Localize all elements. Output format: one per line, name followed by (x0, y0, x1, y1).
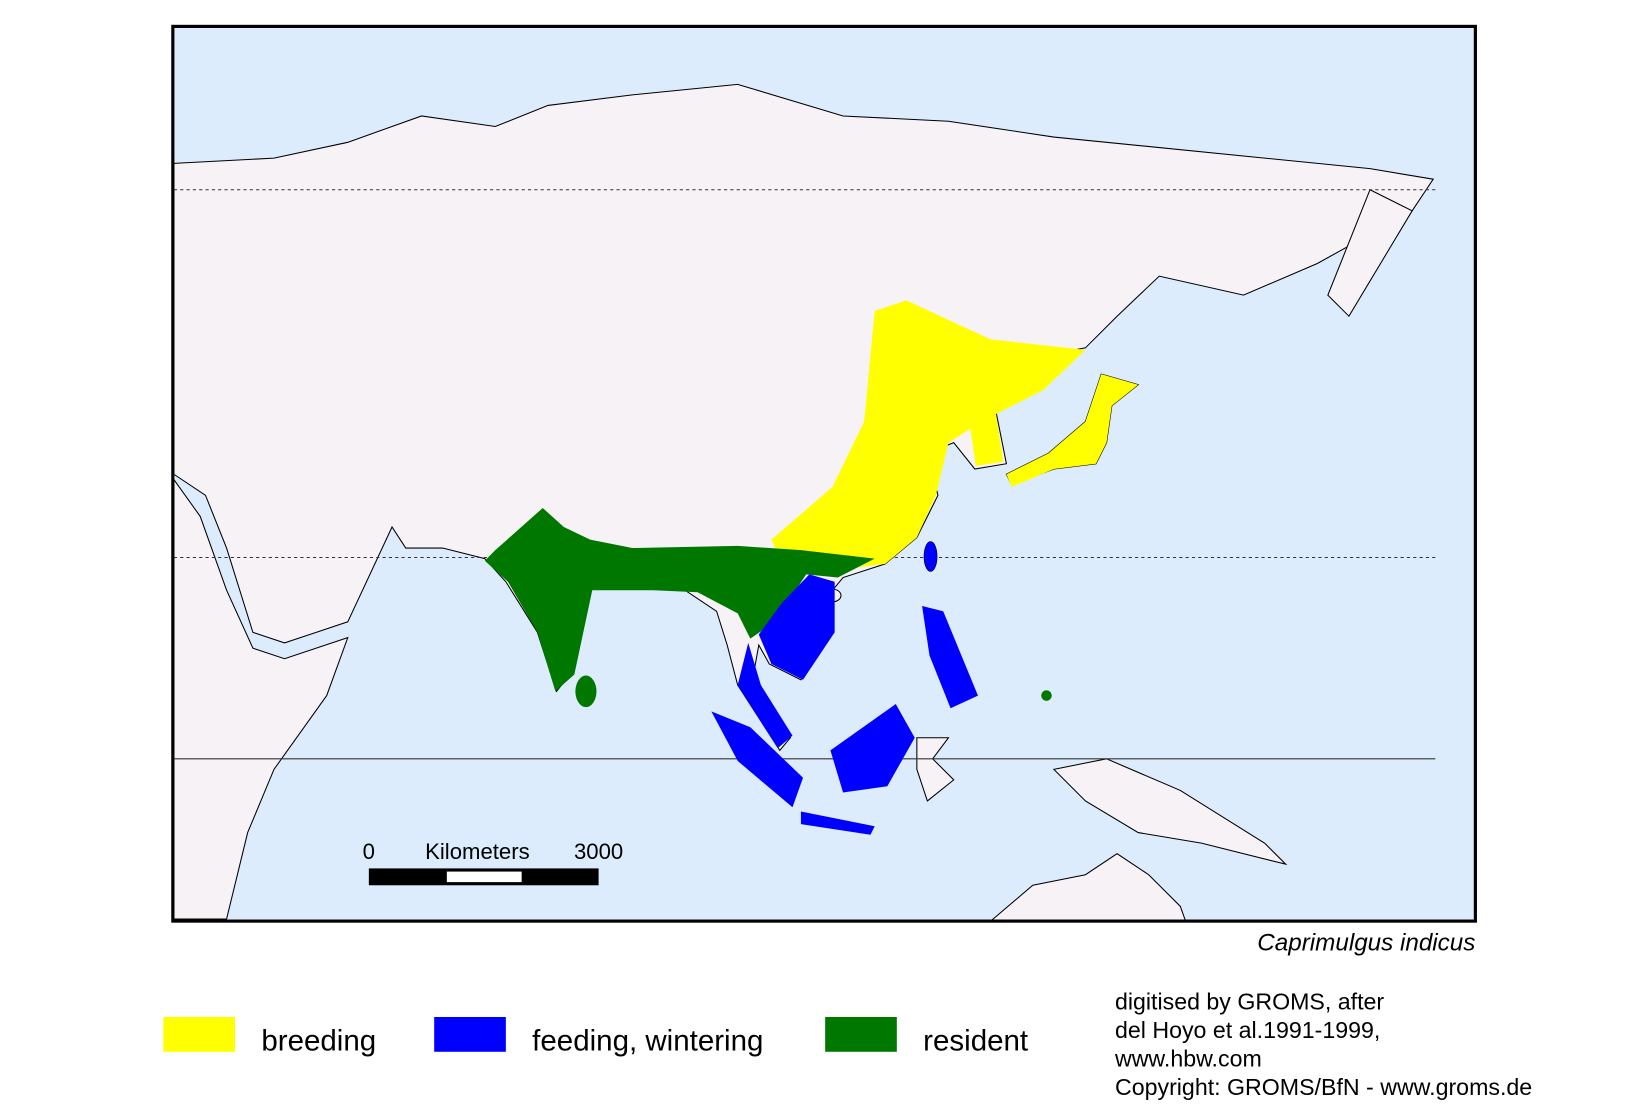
map-frame: 0 Kilometers 3000 (171, 24, 1477, 923)
legend-label: breeding (261, 1025, 376, 1058)
range-area (1006, 374, 1139, 487)
range-breeding (771, 300, 1139, 570)
scale-unit: Kilometers (425, 839, 530, 864)
range-area (1041, 690, 1052, 701)
credit-line: www.hbw.com (1114, 1046, 1262, 1072)
range-area (484, 507, 875, 692)
range-area (758, 574, 835, 680)
range-area (924, 541, 937, 572)
land (173, 477, 349, 920)
land (1052, 758, 1288, 866)
scale-end: 3000 (574, 839, 623, 864)
range-area (830, 704, 915, 793)
credit-line: del Hoyo et al.1991-1999, (1115, 1017, 1380, 1043)
range-area (737, 642, 793, 749)
legend-label: feeding, wintering (532, 1025, 763, 1058)
range-feeding-wintering (711, 541, 978, 835)
range-area (711, 711, 804, 808)
legend-swatch (434, 1017, 506, 1052)
range-area (922, 606, 978, 709)
range-area (800, 811, 875, 835)
land (916, 737, 955, 802)
range-area (969, 413, 1004, 466)
legend-swatch (163, 1017, 236, 1052)
land (989, 853, 1187, 922)
legend-label: resident (923, 1025, 1028, 1058)
frame (171, 24, 1477, 923)
range-resident (484, 507, 1052, 708)
credit-line: Copyright: GROMS/BfN - www.groms.de (1115, 1074, 1532, 1100)
land (1327, 189, 1413, 318)
scale-start: 0 (363, 839, 375, 864)
range-area (771, 300, 1086, 570)
scale-bar: 0 Kilometers 3000 (363, 839, 623, 886)
legend-swatch (825, 1017, 897, 1052)
species-name: Caprimulgus indicus (1257, 930, 1475, 957)
credit-line: digitised by GROMS, after (1115, 989, 1384, 1015)
range-area (575, 675, 597, 708)
legend: breeding feeding, wintering resident (163, 1017, 1028, 1058)
scale-bar-segment (446, 871, 522, 883)
